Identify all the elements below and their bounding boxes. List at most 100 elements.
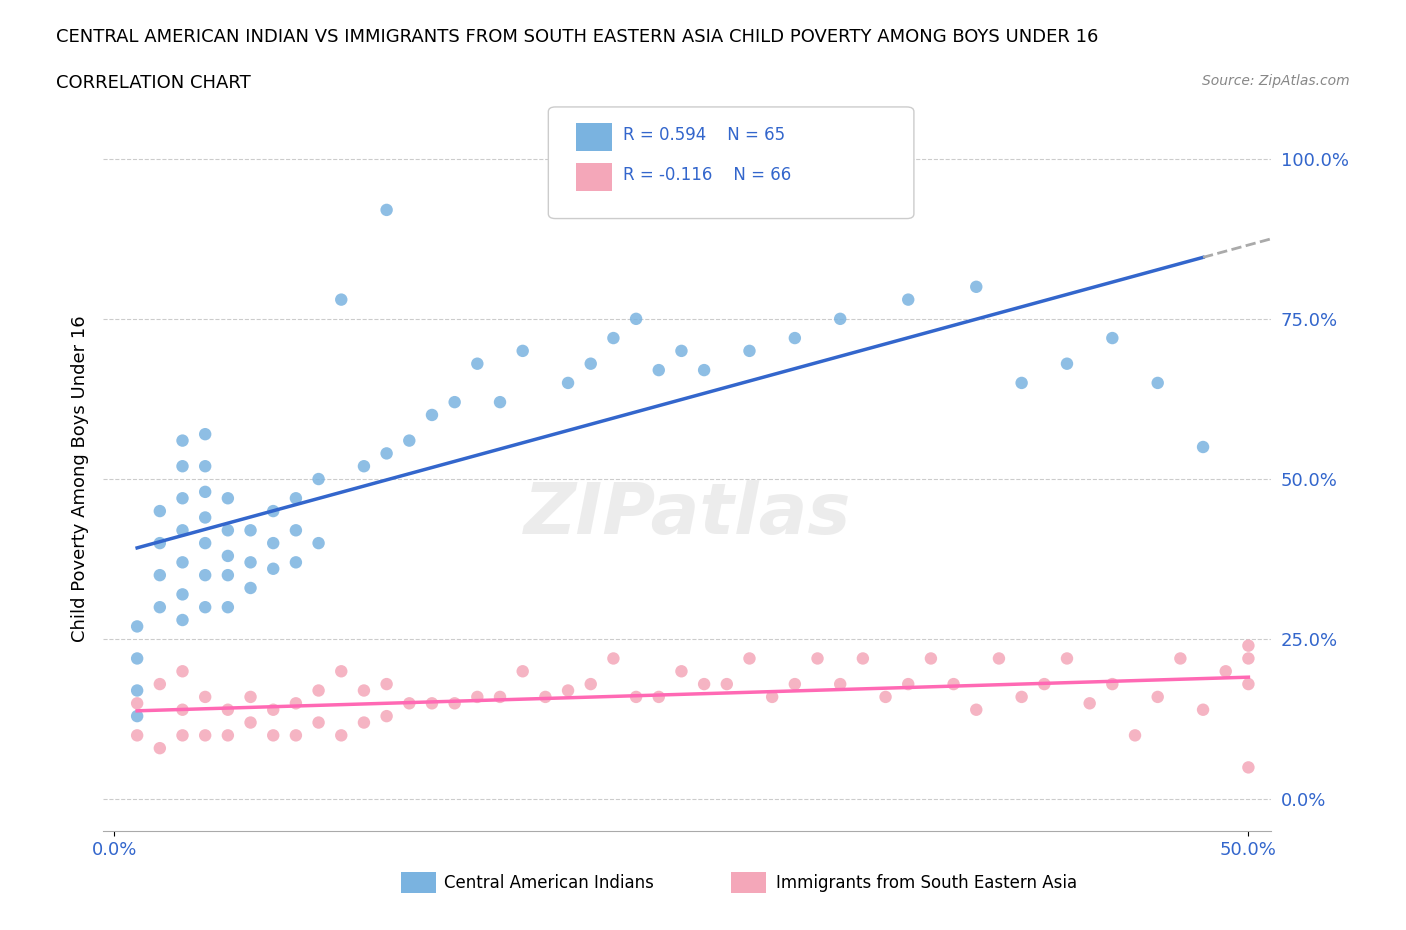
Point [262, 562, 284, 577]
Point [172, 728, 194, 743]
Text: CORRELATION CHART: CORRELATION CHART [56, 74, 252, 92]
Point [465, 356, 488, 371]
Point [648, 363, 671, 378]
Point [172, 523, 194, 538]
Point [127, 683, 149, 698]
Point [1237, 638, 1260, 653]
Point [648, 689, 671, 704]
Point [1170, 651, 1192, 666]
Point [149, 740, 172, 755]
Point [602, 651, 624, 666]
Point [1237, 651, 1260, 666]
Point [217, 600, 239, 615]
Point [987, 651, 1010, 666]
Point [1146, 376, 1168, 391]
Point [194, 458, 217, 473]
Point [127, 651, 149, 666]
Point [1101, 331, 1123, 346]
Point [398, 696, 420, 711]
Point [1123, 728, 1146, 743]
Text: Immigrants from South Eastern Asia: Immigrants from South Eastern Asia [776, 873, 1077, 892]
Point [375, 677, 398, 692]
Text: R = 0.594    N = 65: R = 0.594 N = 65 [623, 126, 785, 144]
Point [875, 689, 897, 704]
Point [217, 567, 239, 582]
Point [149, 567, 172, 582]
Point [262, 702, 284, 717]
Point [284, 555, 307, 570]
Point [375, 203, 398, 218]
Point [443, 696, 465, 711]
Point [512, 664, 534, 679]
Point [1078, 696, 1101, 711]
Point [284, 523, 307, 538]
Point [512, 343, 534, 358]
Point [194, 728, 217, 743]
Point [149, 600, 172, 615]
Point [127, 728, 149, 743]
Point [194, 600, 217, 615]
Point [194, 427, 217, 442]
Point [920, 651, 942, 666]
Point [308, 683, 330, 698]
Point [624, 312, 647, 326]
Point [127, 696, 149, 711]
Point [1056, 651, 1078, 666]
Point [149, 677, 172, 692]
Point [330, 292, 353, 307]
Point [217, 491, 239, 506]
Point [398, 433, 420, 448]
Point [194, 485, 217, 499]
Point [1237, 760, 1260, 775]
Point [1237, 677, 1260, 692]
Point [330, 664, 353, 679]
Point [239, 689, 262, 704]
Point [579, 677, 602, 692]
Point [420, 696, 443, 711]
Point [965, 702, 987, 717]
Point [534, 689, 557, 704]
Point [284, 728, 307, 743]
Point [671, 343, 693, 358]
Point [262, 728, 284, 743]
Point [1011, 689, 1033, 704]
Point [262, 536, 284, 551]
Point [1033, 677, 1056, 692]
Point [308, 715, 330, 730]
Point [353, 715, 375, 730]
Point [830, 677, 852, 692]
Point [1011, 376, 1033, 391]
Point [217, 728, 239, 743]
Point [965, 279, 987, 294]
Point [217, 549, 239, 564]
Point [172, 702, 194, 717]
Point [308, 536, 330, 551]
Point [172, 491, 194, 506]
Text: Source: ZipAtlas.com: Source: ZipAtlas.com [1202, 74, 1350, 88]
Point [1192, 702, 1215, 717]
Point [671, 664, 693, 679]
Point [783, 331, 806, 346]
Point [308, 472, 330, 486]
Y-axis label: Child Poverty Among Boys Under 16: Child Poverty Among Boys Under 16 [72, 315, 89, 643]
Point [375, 446, 398, 461]
Point [149, 504, 172, 519]
Point [489, 394, 512, 409]
Point [353, 683, 375, 698]
Point [897, 677, 920, 692]
Point [1215, 664, 1237, 679]
Text: R = -0.116    N = 66: R = -0.116 N = 66 [623, 166, 792, 184]
Point [284, 696, 307, 711]
Point [127, 709, 149, 724]
Point [172, 613, 194, 628]
Point [602, 331, 624, 346]
Point [830, 312, 852, 326]
Point [194, 567, 217, 582]
Point [443, 394, 465, 409]
Point [942, 677, 965, 692]
Point [239, 715, 262, 730]
Point [738, 343, 761, 358]
Point [716, 677, 738, 692]
Text: Central American Indians: Central American Indians [444, 873, 654, 892]
Point [557, 376, 579, 391]
